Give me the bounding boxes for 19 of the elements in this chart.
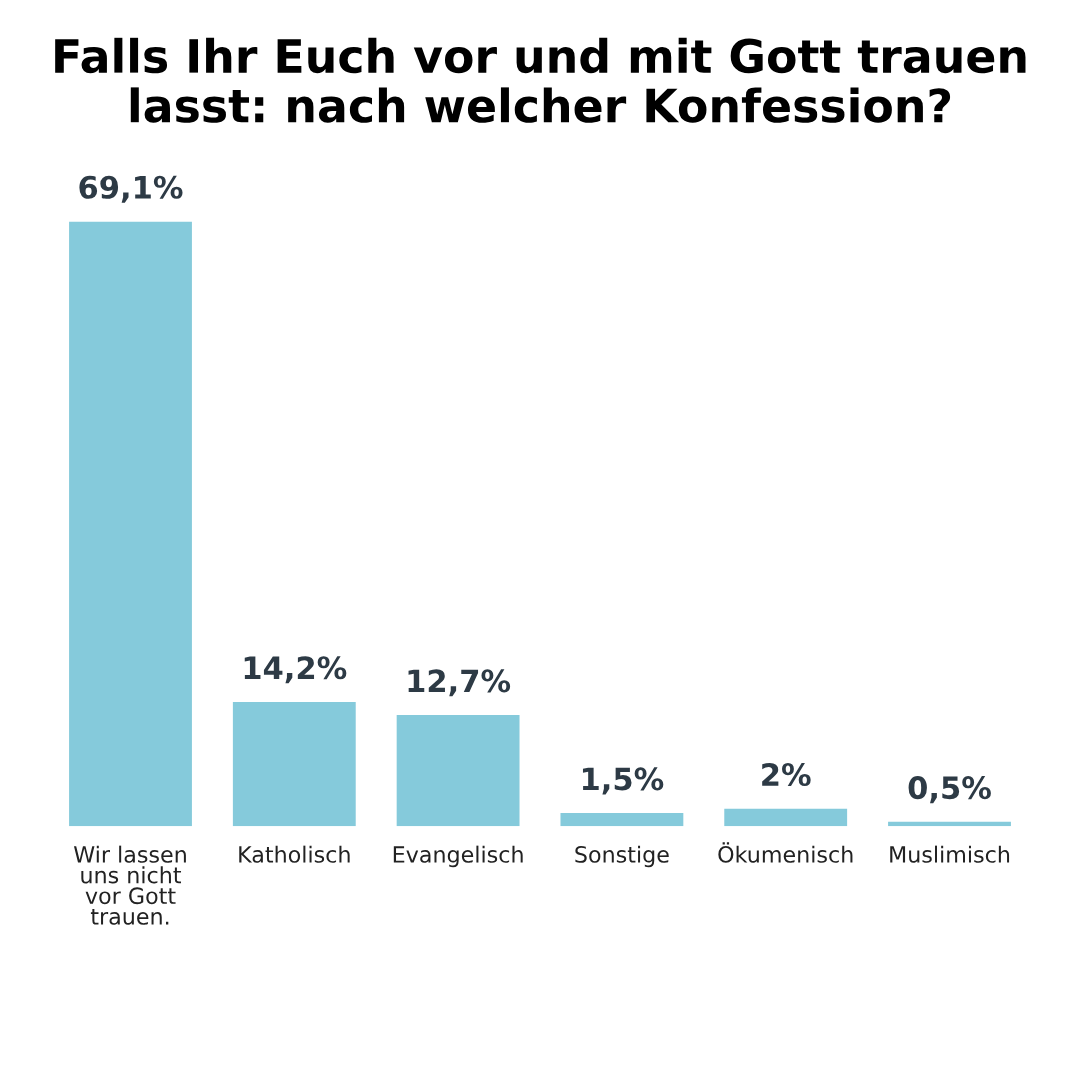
bar — [69, 221, 192, 827]
chart-title: Falls Ihr Euch vor und mit Gott trauen lasst: nach welcher Konfession? — [55, 37, 1026, 123]
data-label: 69,1% — [79, 175, 183, 203]
x-tick-label: Sonstige — [575, 845, 669, 868]
data-label: 1,5% — [582, 767, 664, 795]
bar — [888, 821, 1011, 827]
x-tick-label: Evangelisch — [393, 845, 523, 868]
x-tick-label: Wir lassen uns nicht vor Gott trauen. — [73, 845, 186, 925]
bar — [232, 701, 356, 827]
data-label: 0,5% — [908, 776, 991, 804]
x-tick-label: Katholisch — [239, 845, 350, 863]
x-tick-label: Ökumenisch — [718, 842, 853, 863]
data-label: 12,7% — [408, 669, 511, 697]
bar — [396, 715, 520, 827]
bar — [724, 808, 848, 827]
data-label: 14,2% — [244, 656, 347, 684]
x-tick-label: Muslimisch — [890, 845, 1010, 863]
data-label: 2% — [762, 763, 811, 787]
bar — [560, 813, 684, 827]
